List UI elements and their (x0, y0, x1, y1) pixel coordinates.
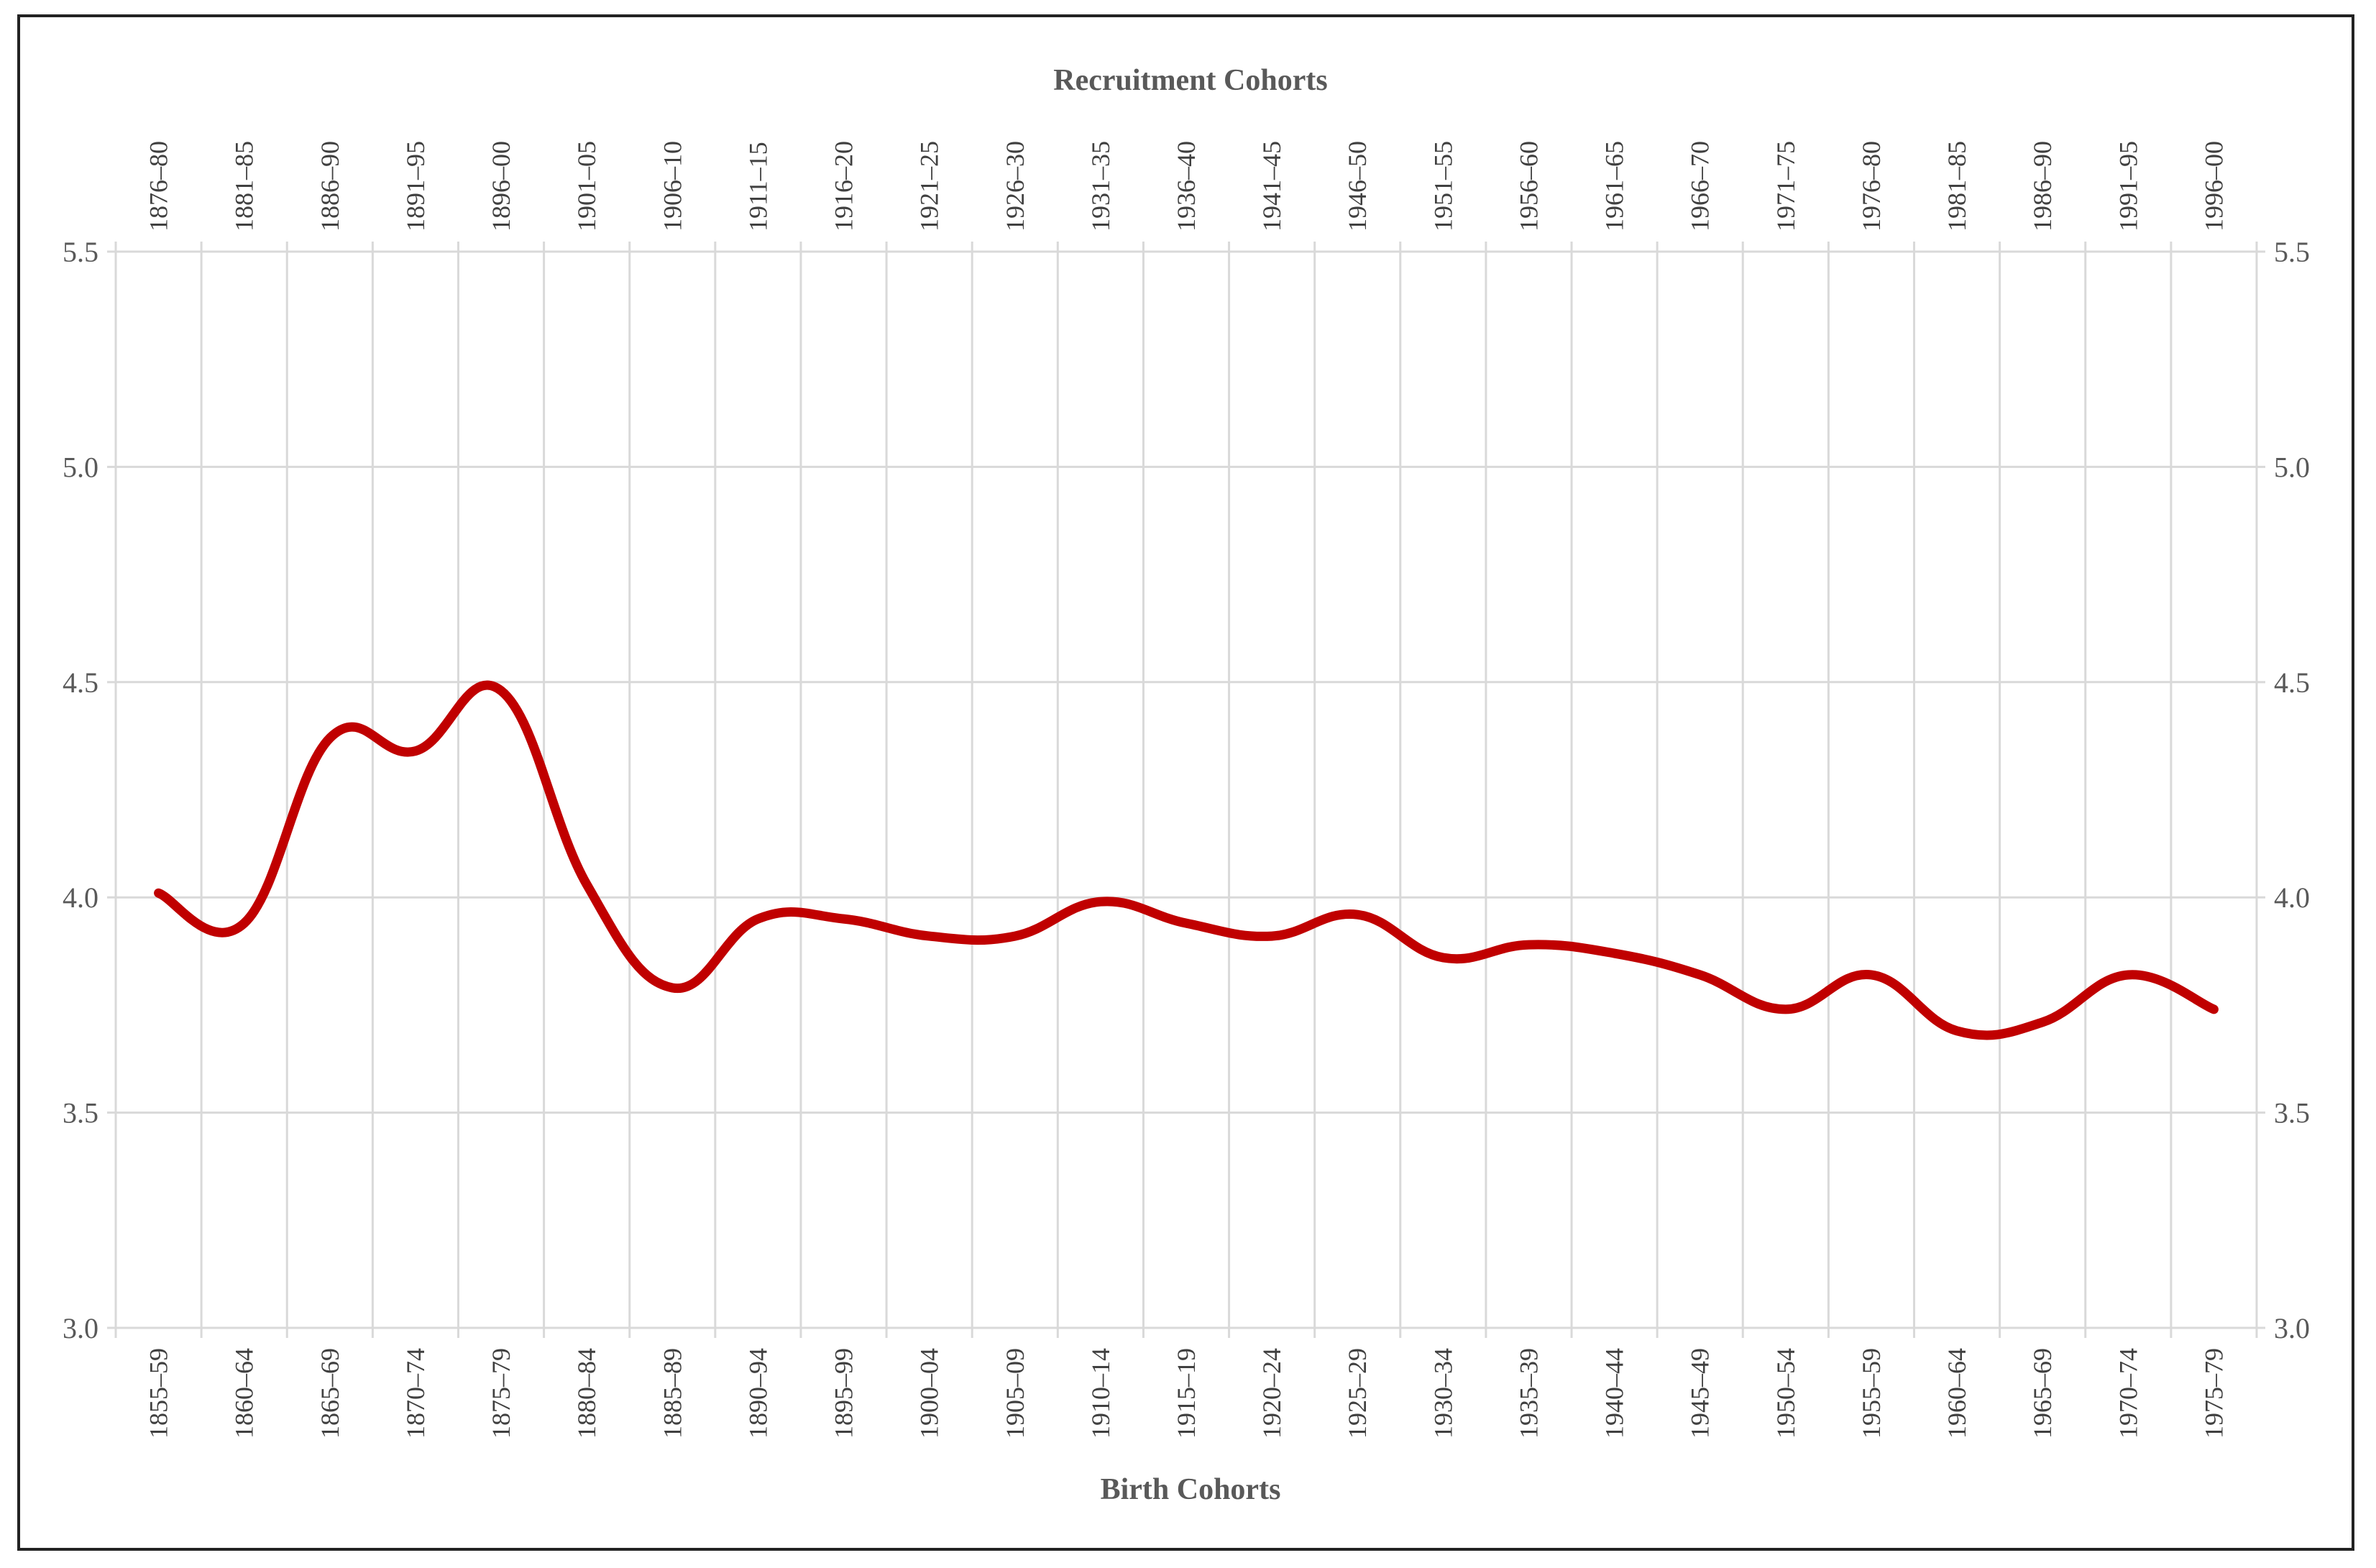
data-point (242, 920, 247, 926)
data-point (1098, 899, 1104, 904)
y-tick-label: 4.5 (63, 666, 98, 699)
y2-tick-label: 5.5 (2274, 236, 2310, 268)
x-tick-label: 1935–39 (1514, 1348, 1543, 1439)
data-point (2125, 972, 2131, 978)
data-point (1183, 920, 1189, 926)
x2-tick-label: 1961–65 (1600, 141, 1629, 231)
x-tick-label: 1880–84 (572, 1348, 601, 1439)
y-tick-label: 5.5 (63, 236, 98, 268)
data-point (1868, 972, 1874, 978)
x2-tick-label: 1911–15 (743, 142, 772, 231)
y2-tick-label: 3.0 (2274, 1312, 2310, 1344)
top-x-axis-ticks: 1876–80 1881–85 1886–90 1891–95 1896–00 1901–… (145, 141, 2229, 231)
x2-tick-label: 1936–40 (1172, 141, 1201, 231)
x-tick-label: 1910–14 (1086, 1348, 1115, 1439)
data-point (1526, 942, 1531, 948)
x2-tick-label: 1926–30 (1001, 141, 1029, 231)
data-point (498, 688, 504, 694)
y-tick-label: 4.0 (63, 881, 98, 914)
x2-tick-label: 1881–85 (230, 141, 259, 231)
data-point (2211, 1007, 2216, 1012)
x2-tick-label: 1941–45 (1257, 141, 1286, 231)
y-tick-label: 3.5 (63, 1097, 98, 1129)
x-tick-label: 1965–69 (2028, 1348, 2057, 1439)
data-point (755, 916, 761, 922)
data-point (156, 890, 162, 896)
left-y-axis-ticks: 3.0 3.5 4.0 4.5 5.0 5.5 (63, 236, 98, 1344)
data-point (1697, 972, 1703, 978)
data-point (1012, 933, 1018, 939)
data-point (1354, 912, 1360, 917)
x2-tick-label: 1901–05 (572, 141, 601, 231)
x2-tick-label: 1886–90 (316, 141, 344, 231)
x-tick-label: 1905–09 (1001, 1348, 1029, 1439)
x-tick-label: 1895–99 (830, 1348, 858, 1439)
gridlines (107, 242, 2265, 1338)
data-point (1783, 1007, 1789, 1012)
x-tick-label: 1930–34 (1428, 1348, 1457, 1439)
x-tick-label: 1945–49 (1686, 1348, 1715, 1439)
x-tick-label: 1900–04 (915, 1348, 944, 1439)
x-tick-label: 1885–89 (658, 1348, 687, 1439)
y2-tick-label: 3.5 (2274, 1097, 2310, 1129)
x2-tick-label: 1876–80 (145, 141, 173, 231)
data-point (413, 748, 418, 754)
data-point (841, 916, 847, 922)
x2-tick-label: 1921–25 (915, 141, 944, 231)
x-tick-label: 1860–64 (230, 1348, 259, 1439)
x-tick-label: 1855–59 (145, 1348, 173, 1439)
y2-tick-label: 4.0 (2274, 881, 2310, 914)
bottom-axis-title: Birth Cohorts (1101, 1473, 1281, 1506)
x-tick-label: 1940–44 (1600, 1348, 1629, 1439)
data-point (1954, 1028, 1960, 1034)
bottom-x-axis-ticks: 1855–59 1860–64 1865–69 1870–74 1875–79 1880–… (145, 1348, 2229, 1439)
x2-tick-label: 1991–95 (2114, 141, 2142, 231)
data-point (584, 881, 590, 887)
x-tick-label: 1970–74 (2114, 1348, 2142, 1439)
x2-tick-label: 1906–10 (658, 141, 687, 231)
data-point (327, 735, 333, 741)
x-tick-label: 1915–19 (1172, 1348, 1201, 1439)
x2-tick-label: 1891–95 (401, 141, 430, 231)
x2-tick-label: 1896–00 (487, 141, 515, 231)
x2-tick-label: 1971–75 (1771, 141, 1800, 231)
y2-tick-label: 5.0 (2274, 451, 2310, 483)
x2-tick-label: 1946–50 (1343, 141, 1372, 231)
data-point (1269, 933, 1275, 939)
x2-tick-label: 1931–35 (1086, 141, 1115, 231)
data-point (1612, 950, 1618, 956)
x-tick-label: 1890–94 (743, 1348, 772, 1439)
x2-tick-label: 1916–20 (830, 141, 858, 231)
x2-tick-label: 1996–00 (2199, 141, 2228, 231)
x2-tick-label: 1951–55 (1428, 141, 1457, 231)
data-point (2040, 1019, 2045, 1025)
series-layer (154, 680, 2219, 1040)
y2-tick-label: 4.5 (2274, 666, 2310, 699)
x2-tick-label: 1976–80 (1857, 141, 1886, 231)
x-tick-label: 1875–79 (487, 1348, 515, 1439)
x-tick-label: 1925–29 (1343, 1348, 1372, 1439)
chart-frame: 3.0 3.5 4.0 4.5 5.0 5.5 3.0 3.5 4.0 4.5 5.0 5.5 18… (17, 14, 2354, 1551)
x2-tick-label: 1986–90 (2028, 141, 2057, 231)
x-tick-label: 1870–74 (401, 1348, 430, 1439)
y-tick-label: 5.0 (63, 451, 98, 483)
x2-tick-label: 1966–70 (1686, 141, 1715, 231)
data-point (1440, 955, 1446, 960)
line-chart: 3.0 3.5 4.0 4.5 5.0 5.5 3.0 3.5 4.0 4.5 5.0 5.5 18… (63, 64, 2310, 1506)
top-axis-title: Recruitment Cohorts (1053, 64, 1327, 97)
y-tick-label: 3.0 (63, 1312, 98, 1344)
x-tick-label: 1950–54 (1771, 1348, 1800, 1439)
series-line (154, 680, 2219, 1040)
x2-tick-label: 1956–60 (1514, 141, 1543, 231)
right-y-axis-ticks: 3.0 3.5 4.0 4.5 5.0 5.5 (2274, 236, 2310, 1344)
x-tick-label: 1960–64 (1942, 1348, 1971, 1439)
x-tick-label: 1975–79 (2199, 1348, 2228, 1439)
data-point (927, 933, 932, 939)
x-tick-label: 1955–59 (1857, 1348, 1886, 1439)
x-tick-label: 1865–69 (316, 1348, 344, 1439)
x2-tick-label: 1981–85 (1942, 141, 1971, 231)
data-point (669, 985, 675, 991)
x-tick-label: 1920–24 (1257, 1348, 1286, 1439)
